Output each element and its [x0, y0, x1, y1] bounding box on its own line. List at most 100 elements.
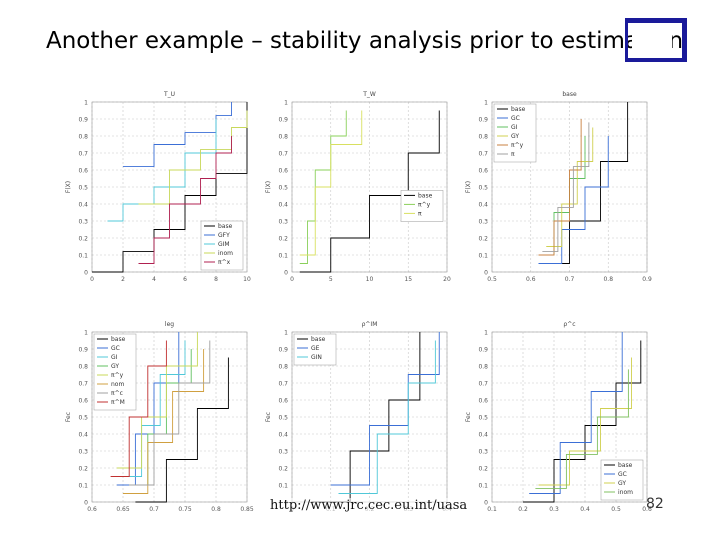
legend-label: base — [618, 462, 633, 469]
chart-title: T_U — [163, 91, 175, 98]
y-tick-label: 0.4 — [278, 432, 288, 439]
legend-box — [93, 333, 137, 411]
y-tick-label: 1 — [284, 330, 288, 337]
x-tick-label: 0.8 — [211, 506, 221, 513]
chart-panel-3: 0 0.1 0.2 0.3 0.4 0.5 0.6 0.7 0.8 0.9 1 0.5 0.6 0.7 0.… — [465, 91, 652, 283]
y-tick-label: 0.6 — [78, 398, 88, 405]
y-tick-label: 0.5 — [478, 415, 488, 422]
y-tick-label: 0.5 — [78, 185, 88, 192]
x-tick-label: 0.7 — [565, 276, 575, 283]
y-tick-label: 0.1 — [78, 483, 88, 490]
y-tick-label: 0.3 — [478, 219, 488, 226]
y-tick-label: 0.5 — [78, 415, 88, 422]
y-tick-label: 0.1 — [478, 483, 488, 490]
y-tick-label: 0.3 — [78, 449, 88, 456]
legend-label: inom — [218, 250, 233, 257]
series-line- — [299, 110, 363, 256]
plot-frame — [491, 331, 648, 503]
source-url[interactable]: http://www.jrc.cec.eu.int/uasa — [270, 498, 468, 513]
y-axis-label: F(X) — [265, 181, 272, 193]
logo-inner — [632, 27, 672, 55]
x-tick-label: 0.8 — [603, 276, 613, 283]
y-tick-label: 0.9 — [278, 347, 288, 354]
y-tick-label: 1 — [484, 100, 488, 107]
x-tick-label: 4 — [152, 276, 156, 283]
y-tick-label: 0.9 — [278, 117, 288, 124]
x-tick-label: 0.2 — [518, 506, 528, 513]
legend-label: base — [111, 336, 126, 343]
legend-label: GY — [111, 363, 119, 370]
x-tick-label: 0.85 — [240, 506, 254, 513]
legend-label: GFY — [218, 232, 230, 239]
x-tick-label: 0.3 — [549, 506, 559, 513]
series-line-m — [110, 340, 167, 477]
legend-label: base — [218, 223, 233, 230]
series-line- — [542, 122, 590, 253]
y-tick-label: 0 — [484, 500, 488, 507]
chart-panel-4: 0 0.1 0.2 0.3 0.4 0.5 0.6 0.7 0.8 0.9 1 0.6 0.65 0.7 0… — [65, 321, 254, 513]
series-line-y — [538, 119, 582, 256]
legend-label: GIM — [218, 241, 230, 248]
y-tick-label: 0.2 — [78, 466, 88, 473]
series-line-gc — [538, 136, 609, 264]
legend-label: base — [511, 106, 526, 113]
legend-label: GI — [111, 354, 118, 361]
chart-title: ρ^c — [563, 321, 575, 328]
y-tick-label: 0.1 — [278, 253, 288, 260]
series-line-gin — [338, 340, 436, 494]
x-tick-label: 8 — [214, 276, 218, 283]
chart-title: ρ^IM — [362, 321, 378, 328]
x-tick-label: 0 — [90, 276, 94, 283]
y-tick-label: 0.4 — [478, 202, 488, 209]
y-tick-label: 1 — [84, 330, 88, 337]
x-tick-label: 0.1 — [487, 506, 497, 513]
legend-label: nom — [111, 381, 124, 388]
y-tick-label: 0.8 — [478, 364, 488, 371]
y-tick-label: 0.2 — [278, 466, 288, 473]
series-line-gfy — [123, 102, 232, 168]
y-tick-label: 0.7 — [78, 151, 88, 158]
series-line-inom — [535, 369, 629, 489]
legend-label: GY — [511, 133, 519, 140]
y-tick-label: 0 — [84, 500, 88, 507]
y-tick-label: 0.6 — [478, 168, 488, 175]
chart-title: leg — [165, 321, 174, 328]
y-tick-label: 0.4 — [278, 202, 288, 209]
x-tick-label: 0.6 — [526, 276, 536, 283]
series-line-base — [299, 110, 440, 273]
y-axis-label: F(X) — [465, 181, 472, 193]
series-line-x — [138, 136, 232, 264]
legend-label: GI — [511, 124, 518, 131]
y-tick-label: 0.1 — [278, 483, 288, 490]
y-tick-label: 0.9 — [78, 117, 88, 124]
series-line-nom — [123, 349, 205, 494]
y-tick-label: 0.8 — [78, 134, 88, 141]
legend-label: GIN — [311, 354, 322, 361]
legend-label: inom — [618, 489, 633, 496]
x-tick-label: 6 — [183, 276, 187, 283]
series-line-base — [538, 102, 629, 264]
legend-label: π^c — [111, 390, 123, 397]
chart-panel-1: 00.10.20.30.40.50.60.70.80.910 2 4 6 8 10T_UF… — [65, 91, 251, 283]
y-tick-label: 1 — [284, 100, 288, 107]
y-tick-label: 0.5 — [278, 185, 288, 192]
plot-frame — [291, 101, 448, 273]
chart-panel-5: 00.10.20.30.40.50.60.70.80.9100.10.20.30… — [265, 321, 452, 513]
series-line-base — [523, 340, 642, 503]
x-tick-label: 10 — [243, 276, 251, 283]
y-tick-label: 0.2 — [478, 466, 488, 473]
series-line-ge — [330, 332, 440, 486]
series-line-gim — [107, 119, 217, 222]
x-tick-label: 0 — [290, 276, 294, 283]
legend-box — [600, 459, 644, 501]
legend-label: π — [418, 210, 422, 217]
series-line-y — [299, 110, 347, 264]
legend-box — [493, 103, 537, 163]
y-tick-label: 0.6 — [78, 168, 88, 175]
legend-label: π^y — [511, 142, 524, 149]
y-tick-label: 0.2 — [278, 236, 288, 243]
series-line-c — [129, 340, 211, 486]
chart-panel-2: 00.10.20.30.40.50.60.70.80.910 5 10 15 20T_W… — [265, 91, 451, 283]
